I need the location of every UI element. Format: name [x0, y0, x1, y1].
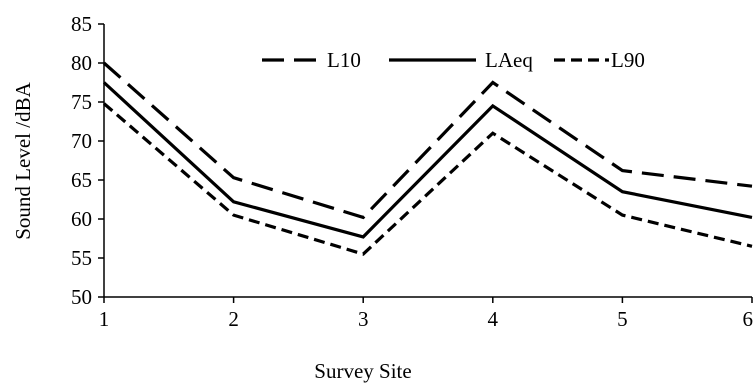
- x-tick-label: 1: [99, 307, 110, 331]
- y-tick-label: 50: [71, 285, 92, 309]
- x-ticks: 1 2 3 4 5 6: [99, 297, 753, 331]
- x-tick-label: 6: [743, 307, 754, 331]
- series-line-laeq: [102, 81, 753, 239]
- x-axis-title: Survey Site: [314, 359, 411, 383]
- y-tick-label: 70: [71, 129, 92, 153]
- legend-label-l90: L90: [611, 48, 645, 72]
- y-ticks: 50 55 60 65 70 75 80 85: [71, 12, 104, 309]
- y-tick-label: 55: [71, 246, 92, 270]
- legend-label-l10: L10: [327, 48, 361, 72]
- x-tick-label: 3: [358, 307, 369, 331]
- x-tick-label: 5: [617, 307, 628, 331]
- x-tick-label: 2: [228, 307, 239, 331]
- series-line-l90: [102, 102, 753, 256]
- series-lines: [102, 61, 753, 256]
- y-tick-label: 80: [71, 51, 92, 75]
- x-tick-label: 4: [488, 307, 499, 331]
- y-tick-label: 75: [71, 90, 92, 114]
- y-tick-label: 65: [71, 168, 92, 192]
- y-tick-label: 85: [71, 12, 92, 36]
- series-line-l10: [102, 61, 753, 220]
- y-axis-title: Sound Level /dBA: [11, 81, 35, 239]
- legend-label-laeq: LAeq: [485, 48, 533, 72]
- y-tick-label: 60: [71, 207, 92, 231]
- legend: L10 LAeq L90: [262, 48, 645, 72]
- chart-axes: [103, 24, 752, 298]
